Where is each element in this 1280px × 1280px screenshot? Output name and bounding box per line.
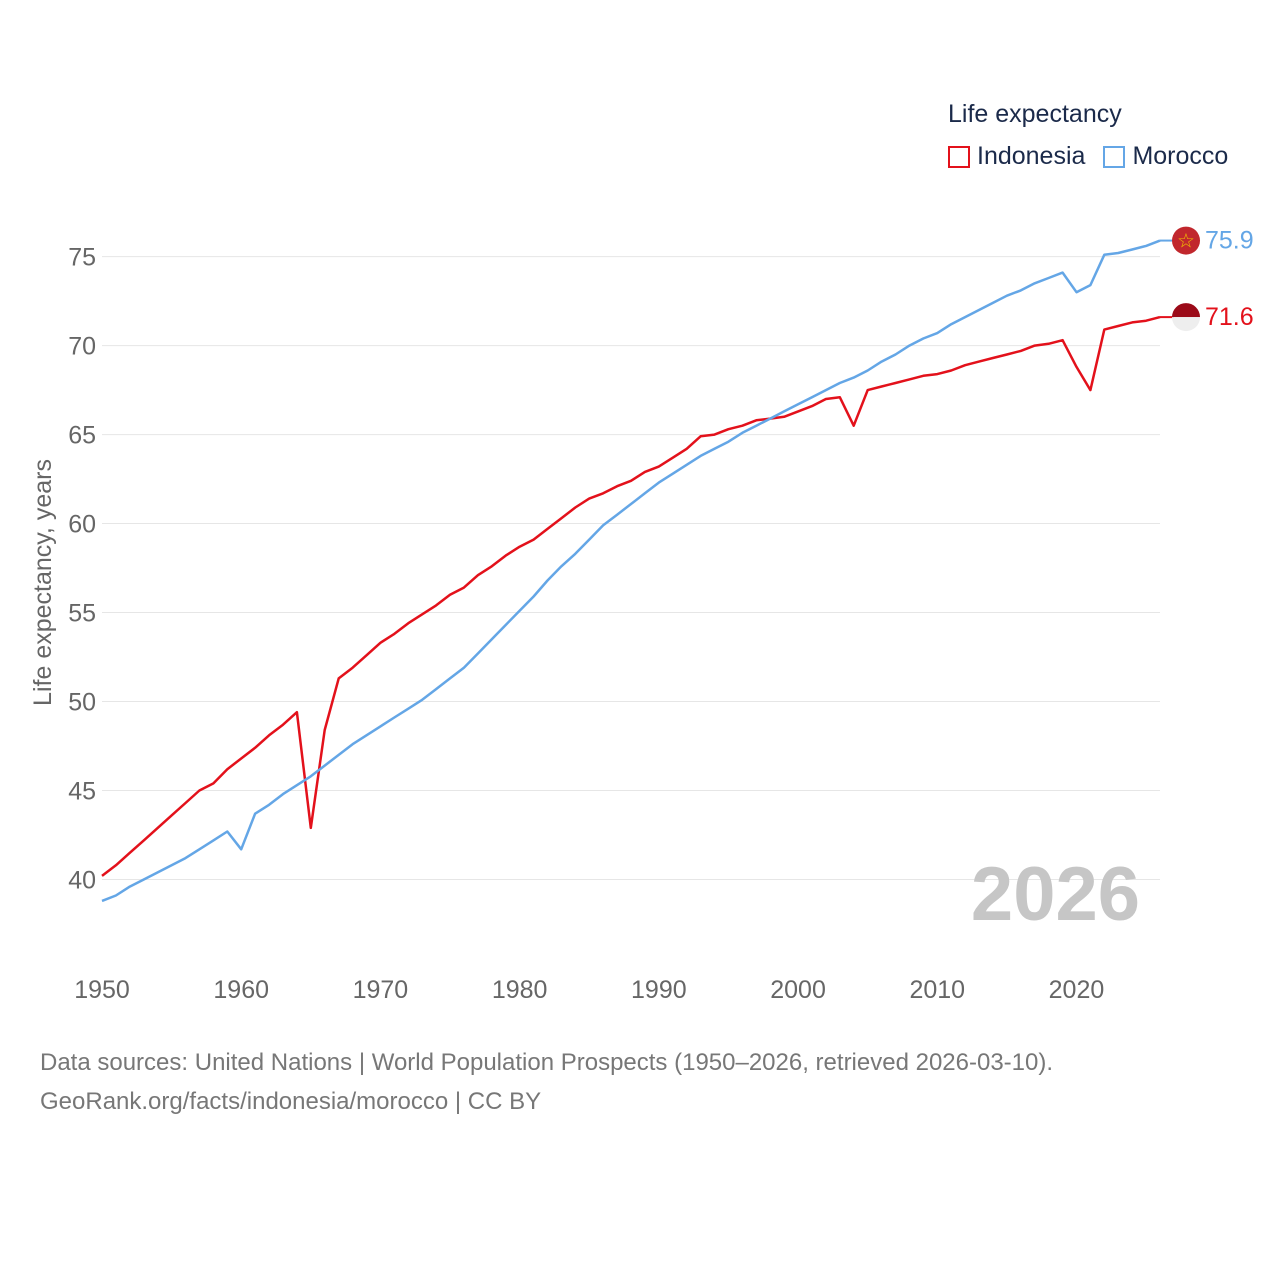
year-watermark: 2026 — [971, 852, 1140, 937]
series-line-indonesia — [101, 315, 1161, 877]
legend-item-indonesia[interactable]: Indonesia — [948, 142, 1085, 171]
legend-item-morocco[interactable]: Morocco — [1103, 142, 1228, 171]
y-tick-label-75: 75 — [68, 244, 96, 272]
morocco-end-label: 75.9 — [1205, 227, 1254, 255]
x-tick-label-1980: 1980 — [492, 976, 548, 1004]
x-tick-label-2000: 2000 — [770, 976, 826, 1004]
x-tick-label-2010: 2010 — [909, 976, 965, 1004]
indonesia-end-label: 71.6 — [1205, 303, 1254, 331]
footer: Data sources: United Nations | World Pop… — [40, 1043, 1053, 1121]
legend-swatch-indonesia — [948, 145, 970, 168]
data-sources-text: Data sources: United Nations | World Pop… — [40, 1049, 1054, 1076]
y-tick-label-60: 60 — [68, 511, 96, 539]
y-tick-label-55: 55 — [68, 600, 96, 628]
y-tick-label-65: 65 — [68, 422, 96, 450]
legend-label-indonesia: Indonesia — [977, 142, 1086, 170]
y-tick-label-45: 45 — [68, 778, 96, 806]
morocco-flag-star-icon: ☆ — [1177, 229, 1195, 253]
legend-swatch-morocco — [1103, 145, 1126, 168]
indonesia-flag-white-half — [1172, 317, 1200, 332]
indonesia-flag-icon — [1172, 303, 1200, 318]
x-tick-label-1960: 1960 — [213, 976, 269, 1004]
morocco-flag-icon — [1172, 226, 1200, 255]
series-line-morocco — [101, 239, 1161, 903]
x-tick-label-1950: 1950 — [74, 976, 130, 1004]
x-tick-label-2020: 2020 — [1049, 976, 1105, 1004]
attribution-text[interactable]: GeoRank.org/facts/indonesia/morocco | CC… — [40, 1088, 542, 1115]
x-tick-label-1970: 1970 — [353, 976, 409, 1004]
legend-label-morocco: Morocco — [1132, 142, 1229, 170]
x-tick-label-1990: 1990 — [631, 976, 687, 1004]
y-tick-label-40: 40 — [68, 867, 96, 895]
y-tick-label-50: 50 — [68, 689, 96, 717]
y-axis-label: Life expectancy, years — [29, 459, 57, 706]
y-tick-label-70: 70 — [68, 333, 96, 361]
legend-title: Life expectancy — [948, 100, 1122, 128]
legend: Indonesia Morocco — [948, 142, 1246, 171]
